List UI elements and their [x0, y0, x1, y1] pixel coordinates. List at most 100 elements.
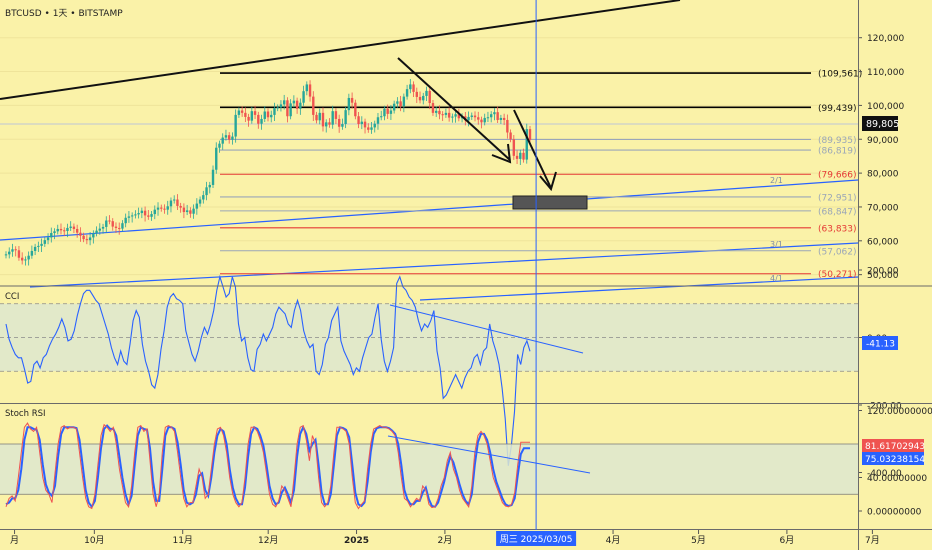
candle-body: [444, 112, 448, 115]
candle-body: [522, 152, 525, 160]
candle-body: [218, 143, 221, 148]
candle-body: [383, 108, 386, 117]
fib-level-label: (89,935): [818, 136, 857, 146]
time-tick-label: 11月: [172, 535, 192, 546]
arrow-line: [513, 109, 552, 189]
candle-body: [515, 155, 519, 159]
fib-level-label: (63,833): [818, 224, 857, 234]
fib-level-label: (68,847): [818, 207, 857, 217]
trend-line: [0, 0, 681, 100]
candle-body: [373, 123, 376, 128]
candle-body: [328, 122, 331, 125]
candle-body: [69, 226, 72, 228]
fib-level-label: (57,062): [818, 247, 857, 257]
candle-body: [454, 114, 457, 117]
candle-body: [399, 101, 402, 107]
fib-level-label: (86,819): [818, 147, 857, 157]
stoch-k-line: [5, 422, 530, 510]
price-tick-label: 80,000: [867, 170, 899, 180]
candle-body: [331, 111, 334, 125]
time-tick-label: 4月: [606, 535, 621, 546]
candle-body: [270, 114, 273, 118]
candle-body: [502, 117, 506, 120]
candle-body: [360, 121, 364, 125]
candle-body: [477, 117, 480, 120]
candle-body: [182, 207, 186, 213]
candle-body: [108, 220, 111, 222]
candle-body: [418, 96, 422, 101]
cci-last-badge: [862, 336, 898, 350]
candle-body: [11, 249, 14, 252]
candle-body: [202, 195, 205, 200]
candle-body: [273, 108, 276, 115]
candle-body: [402, 96, 406, 107]
candle-body: [499, 117, 503, 120]
candle-body: [156, 207, 160, 210]
candle-body: [380, 116, 383, 118]
candle-body: [179, 205, 182, 208]
candle-body: [396, 101, 399, 104]
candle-body: [302, 91, 305, 103]
candle-body: [208, 184, 211, 188]
time-tick-label: 月: [10, 535, 19, 546]
candle-body: [40, 243, 43, 246]
candle-body: [483, 117, 486, 123]
candle-body: [334, 111, 338, 119]
candle-body: [105, 220, 108, 227]
candle-body: [30, 250, 34, 256]
candle-body: [127, 216, 131, 218]
price-tick-label: 120,000: [867, 34, 904, 44]
candle-body: [224, 135, 228, 138]
time-tick-label: 12月: [258, 535, 278, 546]
candle-body: [438, 110, 441, 115]
candle-body: [176, 199, 179, 206]
candle-body: [185, 210, 189, 213]
candle-body: [412, 84, 415, 92]
candle-body: [354, 102, 357, 117]
candle-body: [172, 199, 176, 201]
candle-body: [376, 117, 380, 124]
candle-body: [118, 227, 121, 229]
candle-body: [92, 233, 95, 238]
candle-body: [63, 230, 66, 232]
candle-body: [266, 111, 270, 118]
candle-body: [85, 239, 89, 241]
candle-body: [150, 214, 153, 217]
cci-tick-label: -400.00: [867, 469, 902, 479]
stoch-d-label: 75.03238154: [865, 455, 925, 465]
stoch-tick-label: 0.00000000: [867, 508, 922, 518]
price-tick-label: 50,000: [867, 271, 899, 281]
arrow-head: [491, 143, 512, 164]
candle-body: [101, 226, 105, 229]
candle-body: [205, 187, 208, 196]
candle-body: [525, 129, 528, 160]
candle-body: [282, 100, 286, 105]
candle-body: [234, 114, 237, 137]
candle-body: [409, 84, 412, 90]
stoch-d-badge: [862, 452, 924, 465]
target-box: [512, 195, 588, 210]
candle-body: [160, 207, 163, 209]
candle-body: [72, 226, 76, 229]
candle-body: [253, 111, 257, 115]
fan-label: 3/1: [770, 240, 783, 249]
candle-body: [134, 214, 137, 216]
candle-body: [415, 91, 418, 97]
candle-body: [292, 100, 296, 104]
time-tick-label: 2月: [438, 535, 453, 546]
stoch-tick-label: 40.00000000: [867, 474, 927, 484]
candle-body: [341, 124, 344, 127]
candle-body: [263, 111, 266, 119]
candle-body: [457, 114, 461, 119]
price-tick-label: 110,000: [867, 68, 904, 78]
candle-body: [431, 103, 435, 113]
candle-body: [27, 255, 30, 260]
candle-body: [289, 103, 292, 117]
candle-body: [506, 119, 509, 133]
candle-body: [451, 116, 454, 118]
candle-body: [82, 235, 85, 240]
fib-level-label: (50,271): [818, 270, 857, 280]
candle-body: [363, 121, 367, 128]
